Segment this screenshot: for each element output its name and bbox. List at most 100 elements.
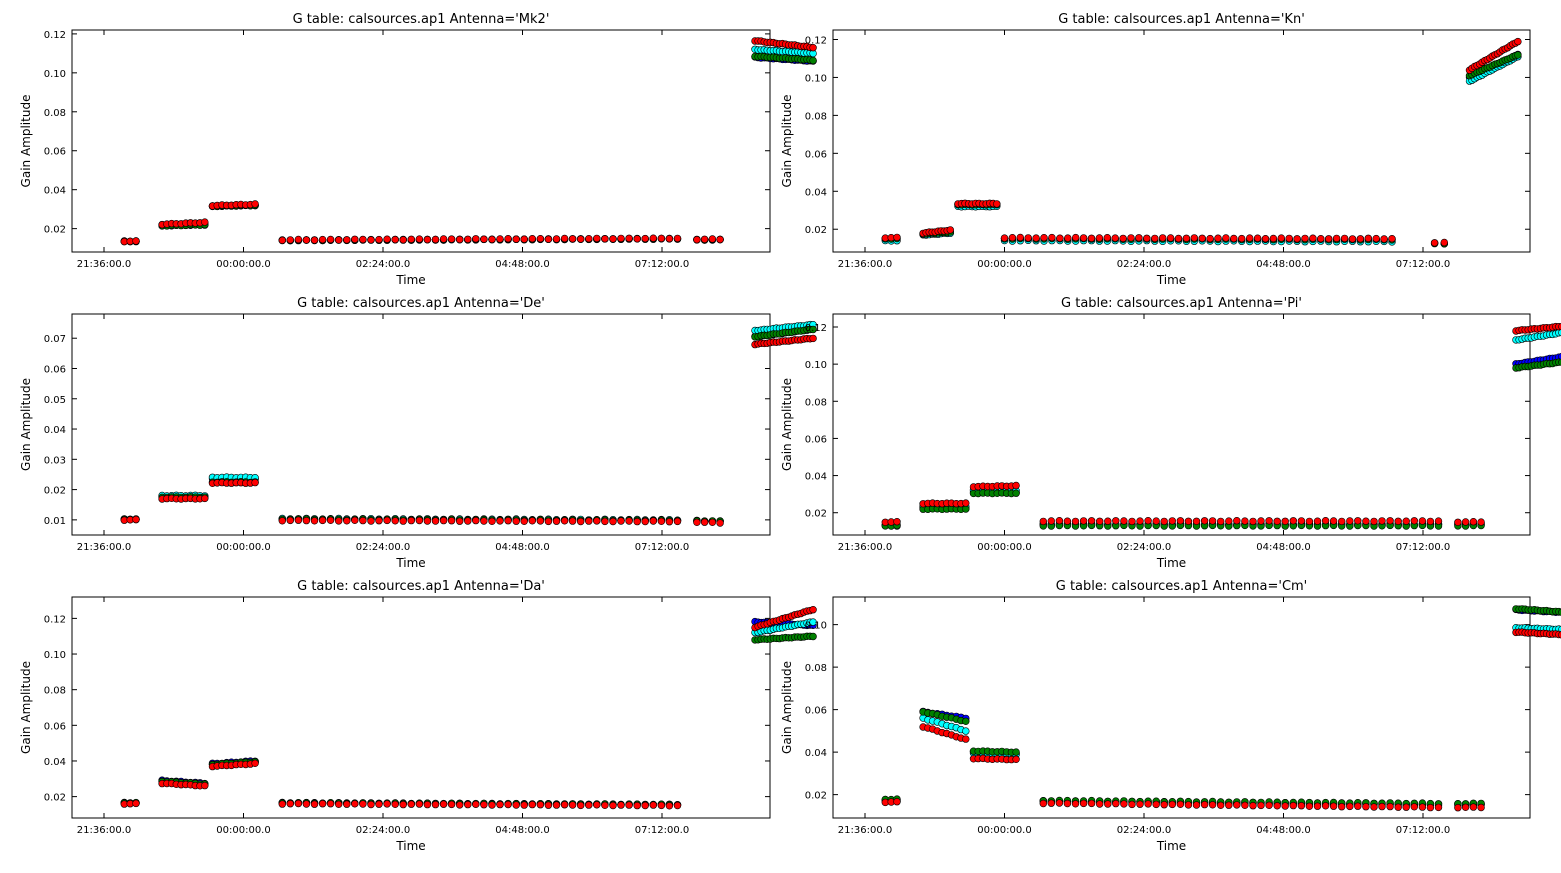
y-axis-label: Gain Amplitude — [780, 95, 794, 188]
data-point — [1012, 755, 1020, 763]
data-point — [1434, 803, 1443, 812]
y-tick-label: 0.10 — [44, 69, 66, 80]
data-point — [1362, 802, 1370, 811]
data-point — [1273, 517, 1281, 525]
y-tick-label: 0.08 — [44, 108, 66, 119]
data-point — [1514, 37, 1522, 46]
data-point — [488, 235, 496, 244]
data-point — [1039, 517, 1048, 526]
data-point — [1071, 800, 1080, 808]
data-point — [609, 801, 617, 810]
y-tick-label: 0.12 — [805, 35, 827, 46]
data-point — [536, 800, 545, 809]
y-tick-label: 0.02 — [805, 509, 827, 520]
data-point — [649, 234, 657, 242]
data-point — [1273, 802, 1281, 810]
y-tick-label: 0.01 — [44, 516, 66, 527]
data-point — [657, 801, 666, 810]
data-point — [1434, 517, 1443, 525]
data-point — [708, 518, 717, 526]
data-point — [1079, 234, 1088, 242]
data-point — [1024, 234, 1032, 242]
data-point — [456, 801, 464, 809]
data-point — [310, 236, 319, 244]
x-tick-label: 00:00:00.0 — [216, 259, 270, 270]
data-point — [649, 517, 657, 525]
data-point — [520, 801, 528, 809]
panel-3: G table: calsources.ap1 Antenna='Pi' Gain… — [780, 296, 1561, 570]
data-point — [1000, 234, 1009, 242]
data-point — [1225, 517, 1233, 525]
plot-area-frame — [832, 29, 1531, 253]
data-point — [1128, 800, 1136, 809]
data-point — [1095, 517, 1104, 525]
x-tick-label: 21:36:00.0 — [838, 825, 892, 836]
data-point — [1184, 801, 1193, 809]
data-point — [1362, 517, 1370, 525]
data-point — [716, 235, 724, 244]
data-point — [326, 235, 335, 244]
data-point — [375, 800, 383, 808]
data-point — [520, 235, 528, 243]
data-point — [1297, 517, 1306, 525]
data-point — [1354, 517, 1362, 525]
y-tick-label: 0.04 — [44, 425, 66, 436]
data-point — [456, 517, 464, 525]
data-point — [1016, 233, 1024, 242]
data-point — [809, 43, 817, 52]
y-tick-label: 0.12 — [805, 323, 827, 334]
data-point — [601, 801, 609, 809]
data-point — [1313, 802, 1322, 810]
data-point — [1261, 235, 1270, 243]
data-point — [1418, 803, 1427, 811]
data-point — [962, 735, 970, 743]
data-point — [1012, 748, 1020, 756]
data-point — [1103, 234, 1112, 242]
x-tick-label: 21:36:00.0 — [77, 825, 131, 836]
data-point — [1136, 800, 1144, 808]
data-point — [1430, 239, 1439, 247]
data-point — [343, 800, 351, 808]
data-point — [1112, 517, 1120, 525]
data-point — [480, 517, 488, 525]
data-point — [1012, 489, 1020, 497]
data-point — [302, 516, 311, 525]
data-point — [1249, 517, 1257, 526]
data-point — [1348, 235, 1357, 243]
data-point — [326, 516, 335, 524]
data-point — [649, 801, 657, 809]
data-point — [1127, 234, 1135, 242]
panel-2: G table: calsources.ap1 Antenna='De' Gain… — [19, 296, 817, 570]
data-points — [120, 320, 817, 527]
data-point — [1257, 801, 1265, 810]
data-point — [962, 717, 970, 725]
data-point — [893, 797, 901, 806]
data-point — [407, 800, 415, 808]
data-point — [1402, 803, 1410, 811]
data-point — [1158, 234, 1167, 242]
data-point — [1095, 800, 1104, 808]
data-point — [1241, 517, 1249, 525]
data-point — [423, 800, 432, 809]
x-tick-label: 07:12:00.0 — [635, 259, 689, 270]
data-point — [1356, 235, 1365, 243]
data-point — [1214, 234, 1222, 242]
data-point — [716, 519, 724, 527]
data-point — [601, 235, 609, 243]
data-point — [1289, 801, 1298, 810]
data-point — [1293, 235, 1301, 243]
data-point — [1380, 235, 1388, 243]
data-point — [633, 801, 641, 810]
x-tick-label: 02:24:00.0 — [1117, 259, 1171, 270]
data-point — [383, 235, 391, 243]
data-point — [1410, 803, 1419, 811]
data-point — [585, 517, 593, 525]
data-point — [464, 517, 472, 525]
y-tick-label: 0.06 — [805, 706, 827, 717]
data-point — [1285, 234, 1293, 243]
data-point — [335, 517, 343, 525]
data-point — [520, 517, 528, 525]
data-point — [1160, 800, 1168, 809]
x-tick-label: 02:24:00.0 — [356, 259, 410, 270]
